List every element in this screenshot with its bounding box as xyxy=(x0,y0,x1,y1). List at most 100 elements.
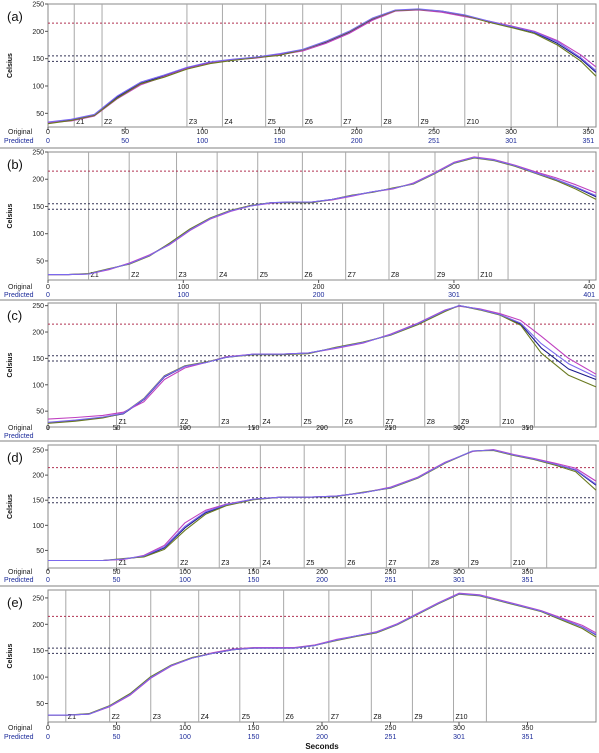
zone-label: Z7 xyxy=(331,714,339,721)
x-original-tick-label: 350 xyxy=(522,725,534,732)
x-original-tick-label: 0 xyxy=(46,284,50,291)
series-line xyxy=(47,8,597,123)
panel-label: (d) xyxy=(7,450,23,465)
x-original-tick-label: 250 xyxy=(385,569,397,576)
x-original-tick-label: 0 xyxy=(46,569,50,576)
x-predicted-tick-label: 200 xyxy=(316,577,328,584)
x-original-tick-label: 100 xyxy=(179,425,191,432)
x-predicted-tick-label: 351 xyxy=(582,138,594,145)
x-predicted-tick-label: 150 xyxy=(248,577,260,584)
zone-label: Z6 xyxy=(345,419,353,426)
zone-label: Z2 xyxy=(180,560,188,567)
zone-label: Z8 xyxy=(427,419,435,426)
zone-label: Z9 xyxy=(420,119,428,126)
y-tick-label: 150 xyxy=(32,204,44,211)
y-tick-label: 150 xyxy=(32,498,44,505)
y-tick-label: 150 xyxy=(32,356,44,363)
y-axis-label: Celsius xyxy=(7,643,14,668)
x-original-tick-label: 100 xyxy=(197,129,209,136)
predicted-axis-label: Predicted xyxy=(4,138,34,145)
series-line xyxy=(47,305,597,423)
zone-label: Z10 xyxy=(502,419,514,426)
zone-label: Z10 xyxy=(513,560,525,567)
x-predicted-tick-label: 401 xyxy=(583,292,595,299)
x-original-tick-label: 200 xyxy=(351,129,363,136)
x-original-tick-label: 250 xyxy=(385,425,397,432)
zone-label: Z6 xyxy=(304,272,312,279)
x-original-tick-label: 150 xyxy=(248,725,260,732)
zone-label: Z5 xyxy=(303,419,311,426)
x-original-tick-label: 400 xyxy=(583,284,595,291)
x-original-tick-label: 300 xyxy=(505,129,517,136)
zone-label: Z10 xyxy=(480,272,492,279)
y-tick-label: 200 xyxy=(32,473,44,480)
x-original-tick-label: 350 xyxy=(582,129,594,136)
zone-label: Z6 xyxy=(305,119,313,126)
x-predicted-tick-label: 100 xyxy=(179,577,191,584)
x-original-tick-label: 0 xyxy=(46,725,50,732)
x-original-tick-label: 50 xyxy=(113,425,121,432)
y-tick-label: 200 xyxy=(32,622,44,629)
y-tick-label: 250 xyxy=(32,303,44,310)
x-original-tick-label: 150 xyxy=(274,129,286,136)
x-predicted-tick-label: 301 xyxy=(453,577,465,584)
x-predicted-tick-label: 50 xyxy=(113,577,121,584)
y-tick-label: 50 xyxy=(36,409,44,416)
zone-label: Z4 xyxy=(201,714,209,721)
zone-label: Z9 xyxy=(437,272,445,279)
x-original-tick-label: 250 xyxy=(428,129,440,136)
x-original-tick-label: 100 xyxy=(179,569,191,576)
panel-label: (b) xyxy=(7,157,23,172)
zone-label: Z6 xyxy=(347,560,355,567)
zone-label: Z2 xyxy=(104,119,112,126)
y-tick-label: 50 xyxy=(36,258,44,265)
x-original-tick-label: 300 xyxy=(453,569,465,576)
y-axis-label: Celsius xyxy=(7,53,14,78)
x-predicted-tick-label: 200 xyxy=(316,734,328,741)
y-tick-label: 250 xyxy=(32,2,44,9)
series-line xyxy=(48,593,597,716)
predicted-axis-label: Predicted xyxy=(4,734,34,741)
x-predicted-tick-label: 200 xyxy=(313,292,325,299)
zone-label: Z2 xyxy=(131,272,139,279)
y-tick-label: 50 xyxy=(36,701,44,708)
plot-frame xyxy=(47,3,597,128)
x-original-tick-label: 300 xyxy=(453,425,465,432)
zone-label: Z8 xyxy=(383,119,391,126)
x-predicted-tick-label: 50 xyxy=(121,138,129,145)
y-tick-label: 250 xyxy=(32,595,44,602)
x-predicted-tick-label: 0 xyxy=(46,734,50,741)
series-line xyxy=(48,156,597,276)
x-original-tick-label: 200 xyxy=(316,725,328,732)
x-original-tick-label: 250 xyxy=(385,725,397,732)
original-axis-label: Original xyxy=(8,725,33,732)
zone-label: Z4 xyxy=(262,560,270,567)
x-predicted-tick-label: 200 xyxy=(351,138,363,145)
x-original-tick-label: 200 xyxy=(313,284,325,291)
original-axis-label: Original xyxy=(8,569,33,576)
zone-label: Z7 xyxy=(388,560,396,567)
zone-label: Z1 xyxy=(76,119,84,126)
predicted-axis-label: Predicted xyxy=(4,577,34,584)
original-axis-label: Original xyxy=(8,284,33,291)
x-original-tick-label: 50 xyxy=(113,569,121,576)
y-tick-label: 100 xyxy=(32,84,44,91)
zone-label: Z8 xyxy=(431,560,439,567)
predicted-axis-label: Predicted xyxy=(4,433,34,440)
y-axis-label: Celsius xyxy=(7,352,14,377)
y-tick-label: 100 xyxy=(32,231,44,238)
x-original-tick-label: 50 xyxy=(121,129,129,136)
x-predicted-tick-label: 0 xyxy=(46,577,50,584)
y-tick-label: 50 xyxy=(36,111,44,118)
zone-label: Z3 xyxy=(221,560,229,567)
x-axis-title: Seconds xyxy=(305,742,339,751)
x-original-tick-label: 350 xyxy=(522,569,534,576)
original-axis-label: Original xyxy=(8,425,33,432)
y-tick-label: 200 xyxy=(32,29,44,36)
y-tick-label: 250 xyxy=(32,448,44,455)
x-predicted-tick-label: 100 xyxy=(177,292,189,299)
zone-label: Z2 xyxy=(180,419,188,426)
x-original-tick-label: 100 xyxy=(177,284,189,291)
x-original-tick-label: 150 xyxy=(248,569,260,576)
